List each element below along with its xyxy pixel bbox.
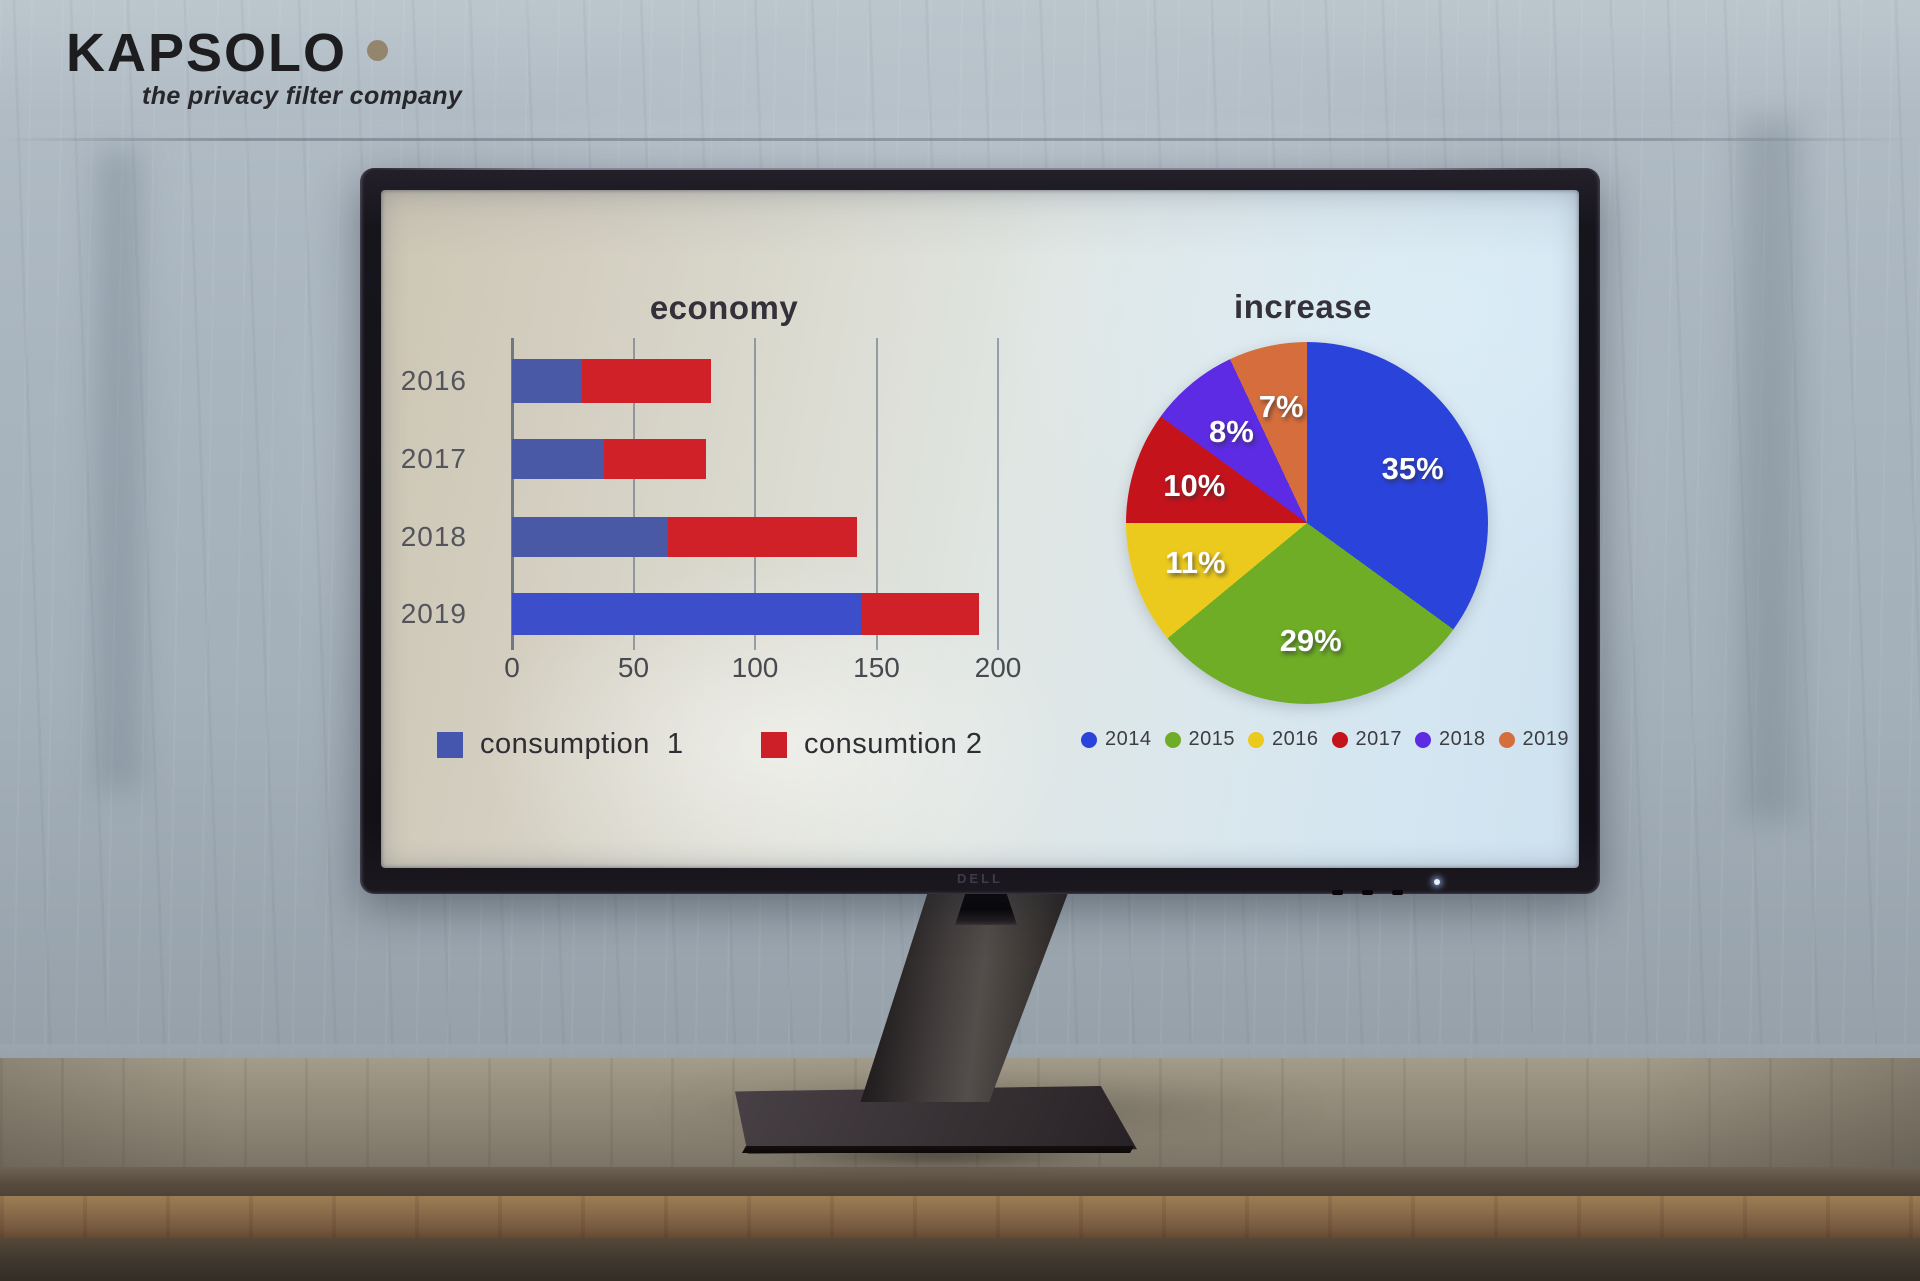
pie-slice-label: 10%: [1163, 468, 1226, 504]
x-axis-tick-label: 100: [731, 652, 779, 683]
x-axis-tick-label: 200: [974, 652, 1022, 683]
bar-segment: [512, 439, 605, 479]
pie-legend-item: 2014: [1081, 728, 1152, 751]
monitor-button: [1332, 890, 1343, 895]
bar-segment: [604, 439, 707, 479]
cable-routing-hole: [955, 891, 1017, 925]
monitor: economy 0 50 100 150 200 2016 2017 2018 2019 consu…: [360, 168, 1600, 895]
pie-legend-dot-icon: [1415, 731, 1431, 748]
pie-slice-label: 29%: [1279, 623, 1342, 659]
pie-legend-dot-icon: [1248, 731, 1264, 748]
bar-segment: [512, 359, 583, 403]
table-plank-bottom: [0, 1238, 1920, 1281]
pie-slice-label: 7%: [1258, 389, 1304, 425]
dell-logo: DELL: [957, 871, 1003, 886]
brand-name: KAPSOLO: [66, 23, 348, 83]
bar-segment: [512, 517, 668, 557]
y-axis-category-label: 2017: [400, 443, 467, 474]
wall-streak: [96, 150, 142, 790]
pie-legend-dot-icon: [1498, 731, 1515, 748]
bar-chart-gridline: [754, 338, 756, 650]
pie-legend-label: 2014: [1105, 728, 1152, 750]
bar-segment: [861, 593, 979, 635]
bar-chart-gridline: [632, 338, 635, 650]
pie-legend-label: 2019: [1522, 728, 1569, 750]
table-plank-front: [0, 1196, 1920, 1238]
power-led-icon: [1434, 879, 1440, 885]
pie-legend-dot-icon: [1081, 731, 1097, 748]
brand-tagline: the privacy filter company: [142, 82, 463, 110]
y-axis-category-label: 2018: [400, 521, 467, 552]
monitor-button: [1362, 890, 1373, 895]
x-axis-tick-label: 50: [617, 652, 650, 683]
pie-slice-label: 11%: [1165, 545, 1226, 581]
bar-legend-item: consumtion 2: [761, 728, 983, 761]
pie-legend-item: 2017: [1331, 728, 1403, 751]
x-axis-tick-label: 150: [853, 652, 900, 683]
pie-slice-label: 35%: [1381, 451, 1444, 487]
kapsolo-logo: KAPSOLO the privacy filter company: [66, 26, 462, 111]
y-axis-category-label: 2019: [400, 598, 467, 629]
pie-legend-item: 2018: [1415, 728, 1486, 751]
bar-segment: [512, 593, 862, 635]
pie-legend-label: 2018: [1439, 728, 1486, 750]
bar-chart-title: economy: [649, 289, 799, 326]
bar-legend-item: consumption 1: [437, 728, 684, 761]
legend-label: consumption 1: [480, 728, 684, 760]
table-plank-gap: [0, 1167, 1920, 1196]
pie-legend-label: 2015: [1188, 728, 1235, 750]
pie-legend-item: 2019: [1498, 728, 1570, 751]
pie-legend-label: 2017: [1355, 728, 1402, 750]
brand-dot-icon: [367, 39, 389, 61]
pie-legend-label: 2016: [1272, 728, 1319, 750]
pie-chart-title: increase: [1234, 288, 1372, 325]
wall-seam: [0, 138, 1920, 141]
x-axis-tick-label: 0: [504, 652, 520, 683]
pie-legend-dot-icon: [1164, 731, 1181, 748]
bar-chart-gridline: [997, 338, 999, 650]
pie-chart: [1126, 342, 1488, 704]
wall-streak: [1740, 120, 1800, 820]
bar-chart-gridline: [511, 338, 514, 650]
pie-legend-dot-icon: [1331, 731, 1348, 748]
pie-legend-item: 2016: [1248, 728, 1319, 751]
bar-segment: [667, 517, 858, 557]
monitor-button: [1392, 890, 1403, 895]
screen: economy 0 50 100 150 200 2016 2017 2018 2019 consu…: [381, 190, 1579, 868]
pie-slice-label: 8%: [1209, 413, 1254, 449]
legend-swatch: [761, 731, 787, 758]
legend-label: consumtion 2: [804, 728, 983, 760]
bar-chart-gridline: [875, 338, 878, 650]
legend-swatch: [437, 731, 463, 758]
stand-base-front-edge: [742, 1146, 1134, 1153]
bar-segment: [582, 359, 712, 403]
pie-legend-item: 2015: [1164, 728, 1236, 751]
y-axis-category-label: 2016: [400, 365, 467, 396]
pie-legend: 2014 2015 2016 2017 2018 2019: [1081, 728, 1569, 751]
